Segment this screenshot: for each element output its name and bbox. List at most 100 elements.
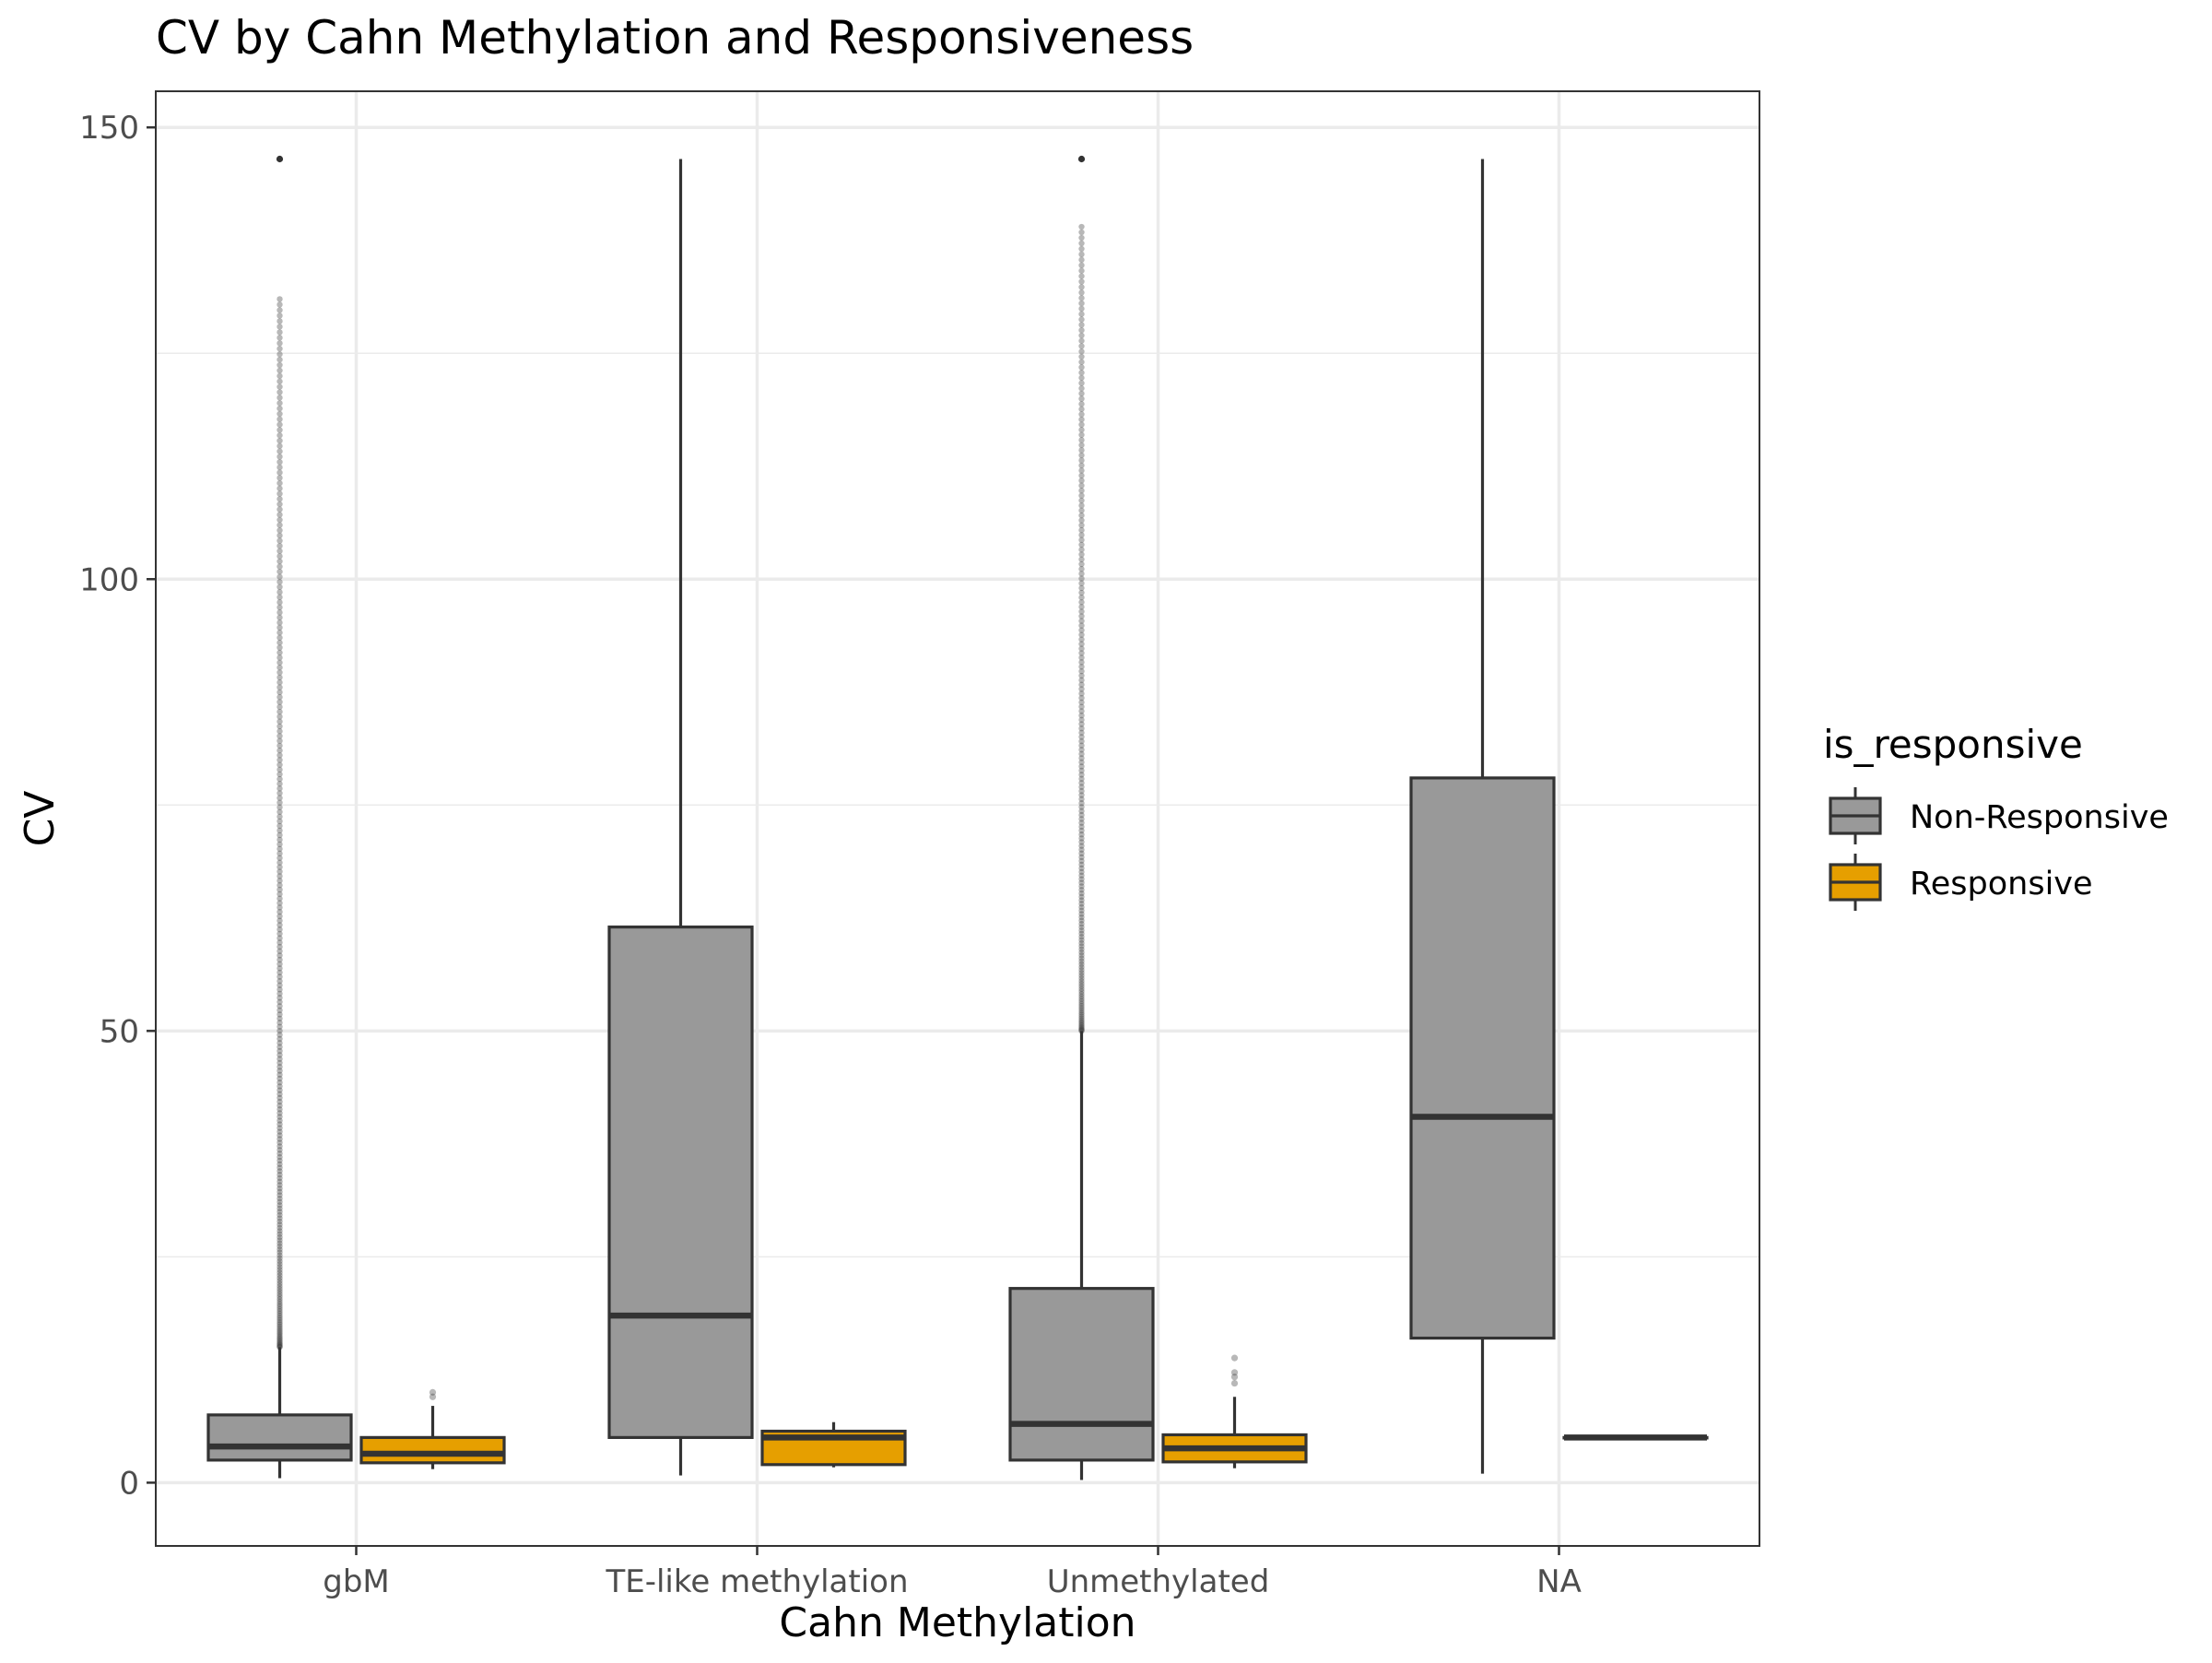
outlier-point [276,296,283,302]
outlier-point [276,1027,283,1034]
x-axis-title: Cahn Methylation [779,1599,1135,1646]
outlier-point [276,1202,283,1209]
outlier-point [1078,1026,1085,1032]
outlier-point [276,1125,283,1131]
outlier-point [1078,946,1085,952]
outlier-point [276,573,283,580]
outlier-point [276,664,283,671]
outlier-point [276,733,283,739]
outlier-point [1078,742,1085,749]
outlier-point [276,448,283,454]
outlier-point [1078,901,1085,907]
plot-area: 0 50 100 150 gbM TE-like methylation Unmethyla… [79,90,1760,1600]
outlier-point [1078,991,1085,997]
outlier-point [276,324,283,330]
outlier-point [429,1388,437,1396]
outlier-point [276,496,283,502]
outlier-point [276,1003,283,1009]
outlier-point [276,506,283,513]
outlier-point [1078,337,1085,344]
outlier-point [276,301,283,308]
outlier-point [276,155,284,163]
outlier-point [276,1161,283,1168]
outlier-point [1078,911,1085,917]
outlier-point [276,1172,283,1178]
outlier-point [1078,442,1085,449]
outlier-point [276,367,283,374]
outlier-point [1078,262,1085,269]
outlier-point [1078,876,1085,882]
outlier-point [1078,641,1085,647]
outlier-point [276,589,283,596]
outlier-point [276,1047,283,1055]
outlier-point [1078,708,1085,714]
outlier-point [276,1079,283,1086]
outlier-point [276,1334,283,1340]
box-responsive-na [1562,1434,1709,1441]
outlier-point [276,485,283,492]
outlier-point [1078,566,1085,572]
outlier-point [1078,734,1085,740]
outlier-point [276,1224,283,1232]
y-tick-label: 0 [119,1465,139,1502]
outlier-point [1078,512,1085,519]
outlier-point [276,1091,283,1098]
outlier-point [276,469,283,476]
outlier-point [1078,775,1085,783]
outlier-point [1078,846,1085,853]
outlier-point [276,1188,283,1196]
outlier-point [276,669,283,676]
outlier-point [276,886,283,893]
outlier-point [1078,522,1085,529]
outlier-point [1078,672,1085,679]
outlier-point [276,1035,283,1043]
outlier-point [276,679,283,686]
outlier-point [276,318,283,324]
outlier-point [1078,332,1085,339]
outlier-point [276,624,283,631]
outlier-point [276,965,283,972]
outlier-point [276,594,283,601]
outlier-point [1078,835,1085,842]
box-non-responsive-na [1409,159,1556,1474]
outlier-point [276,1261,283,1268]
outlier-point [276,1315,283,1321]
outlier-point [1078,823,1085,831]
outlier-point [276,1240,283,1246]
outlier-point [1078,917,1085,924]
outlier-point [276,995,283,1001]
outlier-point [1230,1379,1239,1387]
outlier-point [276,416,283,423]
outlier-point [276,973,283,980]
outlier-point [276,1087,283,1093]
outlier-point [1078,289,1085,296]
outlier-point [276,998,283,1006]
outlier-point [276,832,283,839]
outlier-point [1078,914,1085,921]
outlier-point [1078,541,1085,548]
outlier-point [1078,958,1085,965]
outlier-point [1078,1013,1085,1020]
outlier-point [1078,467,1085,474]
outlier-point [276,1269,283,1276]
outlier-point [1078,478,1085,484]
outlier-point [276,1316,283,1324]
outlier-point [276,1153,283,1161]
outlier-point [1078,1020,1085,1027]
outlier-point [276,795,283,801]
x-tick-label: TE-like methylation [605,1563,908,1600]
outlier-point [1078,747,1085,753]
outlier-point [276,1291,283,1297]
outlier-point [276,956,283,963]
outlier-point [276,674,283,681]
outlier-point [276,307,283,313]
outlier-point [1078,452,1085,459]
outlier-point [1078,421,1085,428]
outlier-point [1078,861,1085,868]
outlier-point [1078,431,1085,438]
outlier-point [276,836,283,843]
outlier-point [1078,385,1085,392]
outlier-point [1078,1009,1085,1016]
outlier-point [276,699,283,705]
outlier-point [276,1293,283,1300]
